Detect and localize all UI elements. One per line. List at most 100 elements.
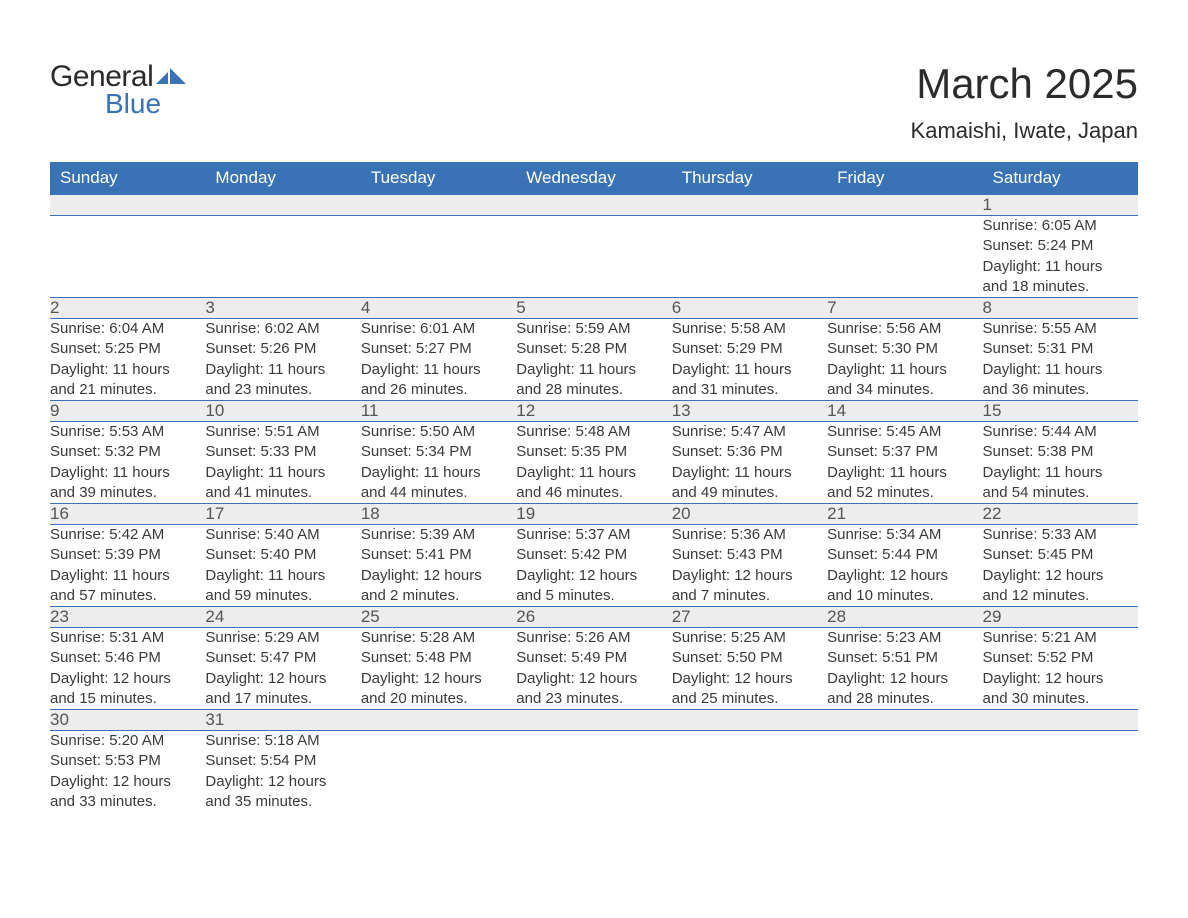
- day-detail-cell: [672, 731, 827, 813]
- week-daynum-row: 9101112131415: [50, 401, 1138, 422]
- day-sunset: Sunset: 5:41 PM: [361, 545, 516, 565]
- week-detail-row: Sunrise: 5:31 AMSunset: 5:46 PMDaylight:…: [50, 628, 1138, 710]
- day-d2: and 36 minutes.: [983, 380, 1138, 400]
- day-d1: Daylight: 12 hours: [205, 772, 360, 792]
- day-d2: and 28 minutes.: [516, 380, 671, 400]
- day-sunrise: Sunrise: 5:50 AM: [361, 422, 516, 442]
- day-sunset: Sunset: 5:47 PM: [205, 648, 360, 668]
- week-daynum-row: 16171819202122: [50, 504, 1138, 525]
- day-sunrise: Sunrise: 5:44 AM: [983, 422, 1138, 442]
- day-number-cell: 9: [50, 401, 205, 422]
- day-detail-cell: Sunrise: 5:40 AMSunset: 5:40 PMDaylight:…: [205, 525, 360, 607]
- day-sunrise: Sunrise: 5:39 AM: [361, 525, 516, 545]
- day-sunset: Sunset: 5:29 PM: [672, 339, 827, 359]
- day-d1: Daylight: 12 hours: [516, 669, 671, 689]
- day-sunset: Sunset: 5:30 PM: [827, 339, 982, 359]
- day-detail-cell: [827, 731, 982, 813]
- day-d1: Daylight: 12 hours: [827, 669, 982, 689]
- day-number-cell: 10: [205, 401, 360, 422]
- day-sunset: Sunset: 5:54 PM: [205, 751, 360, 771]
- day-detail-cell: [516, 216, 671, 298]
- day-detail-cell: Sunrise: 5:45 AMSunset: 5:37 PMDaylight:…: [827, 422, 982, 504]
- day-detail-cell: Sunrise: 5:51 AMSunset: 5:33 PMDaylight:…: [205, 422, 360, 504]
- day-sunset: Sunset: 5:36 PM: [672, 442, 827, 462]
- day-d2: and 59 minutes.: [205, 586, 360, 606]
- day-sunset: Sunset: 5:42 PM: [516, 545, 671, 565]
- day-sunrise: Sunrise: 5:34 AM: [827, 525, 982, 545]
- week-detail-row: Sunrise: 6:04 AMSunset: 5:25 PMDaylight:…: [50, 319, 1138, 401]
- day-d2: and 21 minutes.: [50, 380, 205, 400]
- day-d2: and 33 minutes.: [50, 792, 205, 812]
- day-sunset: Sunset: 5:31 PM: [983, 339, 1138, 359]
- day-number-cell: 22: [983, 504, 1138, 525]
- day-d1: Daylight: 11 hours: [361, 360, 516, 380]
- day-number-cell: 12: [516, 401, 671, 422]
- day-detail-cell: Sunrise: 6:01 AMSunset: 5:27 PMDaylight:…: [361, 319, 516, 401]
- day-header: Wednesday: [516, 162, 671, 195]
- day-detail-cell: Sunrise: 5:28 AMSunset: 5:48 PMDaylight:…: [361, 628, 516, 710]
- day-detail-cell: Sunrise: 5:21 AMSunset: 5:52 PMDaylight:…: [983, 628, 1138, 710]
- day-header: Thursday: [672, 162, 827, 195]
- day-detail-cell: Sunrise: 5:36 AMSunset: 5:43 PMDaylight:…: [672, 525, 827, 607]
- day-detail-cell: [205, 216, 360, 298]
- day-sunset: Sunset: 5:48 PM: [361, 648, 516, 668]
- day-d1: Daylight: 12 hours: [516, 566, 671, 586]
- day-sunrise: Sunrise: 5:23 AM: [827, 628, 982, 648]
- day-sunset: Sunset: 5:49 PM: [516, 648, 671, 668]
- day-detail-cell: [983, 731, 1138, 813]
- day-detail-cell: Sunrise: 5:44 AMSunset: 5:38 PMDaylight:…: [983, 422, 1138, 504]
- day-d2: and 30 minutes.: [983, 689, 1138, 709]
- day-sunset: Sunset: 5:25 PM: [50, 339, 205, 359]
- day-number-cell: 3: [205, 298, 360, 319]
- day-d1: Daylight: 12 hours: [827, 566, 982, 586]
- day-d2: and 28 minutes.: [827, 689, 982, 709]
- day-d2: and 39 minutes.: [50, 483, 205, 503]
- day-detail-cell: Sunrise: 5:58 AMSunset: 5:29 PMDaylight:…: [672, 319, 827, 401]
- day-d1: Daylight: 12 hours: [983, 669, 1138, 689]
- day-d1: Daylight: 11 hours: [205, 360, 360, 380]
- day-sunrise: Sunrise: 6:05 AM: [983, 216, 1138, 236]
- day-d1: Daylight: 11 hours: [983, 360, 1138, 380]
- day-d2: and 54 minutes.: [983, 483, 1138, 503]
- day-number-cell: 19: [516, 504, 671, 525]
- location: Kamaishi, Iwate, Japan: [911, 118, 1138, 144]
- calendar-table: Sunday Monday Tuesday Wednesday Thursday…: [50, 162, 1138, 812]
- week-daynum-row: 1: [50, 195, 1138, 216]
- week-daynum-row: 3031: [50, 710, 1138, 731]
- title-block: March 2025 Kamaishi, Iwate, Japan: [911, 60, 1138, 144]
- day-d1: Daylight: 12 hours: [50, 669, 205, 689]
- day-sunset: Sunset: 5:39 PM: [50, 545, 205, 565]
- day-detail-cell: Sunrise: 5:53 AMSunset: 5:32 PMDaylight:…: [50, 422, 205, 504]
- day-d1: Daylight: 11 hours: [827, 463, 982, 483]
- week-detail-row: Sunrise: 5:42 AMSunset: 5:39 PMDaylight:…: [50, 525, 1138, 607]
- day-d2: and 23 minutes.: [205, 380, 360, 400]
- day-sunset: Sunset: 5:50 PM: [672, 648, 827, 668]
- day-number-cell: 7: [827, 298, 982, 319]
- day-d2: and 5 minutes.: [516, 586, 671, 606]
- day-d1: Daylight: 11 hours: [827, 360, 982, 380]
- day-sunset: Sunset: 5:46 PM: [50, 648, 205, 668]
- day-header: Saturday: [983, 162, 1138, 195]
- day-number-cell: 26: [516, 607, 671, 628]
- day-d1: Daylight: 12 hours: [672, 566, 827, 586]
- day-sunrise: Sunrise: 6:02 AM: [205, 319, 360, 339]
- day-sunrise: Sunrise: 5:25 AM: [672, 628, 827, 648]
- day-sunrise: Sunrise: 5:40 AM: [205, 525, 360, 545]
- day-sunset: Sunset: 5:40 PM: [205, 545, 360, 565]
- day-detail-cell: [361, 216, 516, 298]
- day-detail-cell: Sunrise: 5:34 AMSunset: 5:44 PMDaylight:…: [827, 525, 982, 607]
- day-sunset: Sunset: 5:37 PM: [827, 442, 982, 462]
- logo: General Blue: [50, 60, 186, 120]
- day-header: Tuesday: [361, 162, 516, 195]
- day-d1: Daylight: 11 hours: [516, 360, 671, 380]
- day-d2: and 10 minutes.: [827, 586, 982, 606]
- day-sunrise: Sunrise: 5:18 AM: [205, 731, 360, 751]
- day-sunset: Sunset: 5:45 PM: [983, 545, 1138, 565]
- day-number-cell: [983, 710, 1138, 731]
- day-number-cell: 23: [50, 607, 205, 628]
- day-d2: and 34 minutes.: [827, 380, 982, 400]
- day-detail-cell: Sunrise: 5:56 AMSunset: 5:30 PMDaylight:…: [827, 319, 982, 401]
- day-d2: and 52 minutes.: [827, 483, 982, 503]
- week-detail-row: Sunrise: 5:53 AMSunset: 5:32 PMDaylight:…: [50, 422, 1138, 504]
- week-detail-row: Sunrise: 5:20 AMSunset: 5:53 PMDaylight:…: [50, 731, 1138, 813]
